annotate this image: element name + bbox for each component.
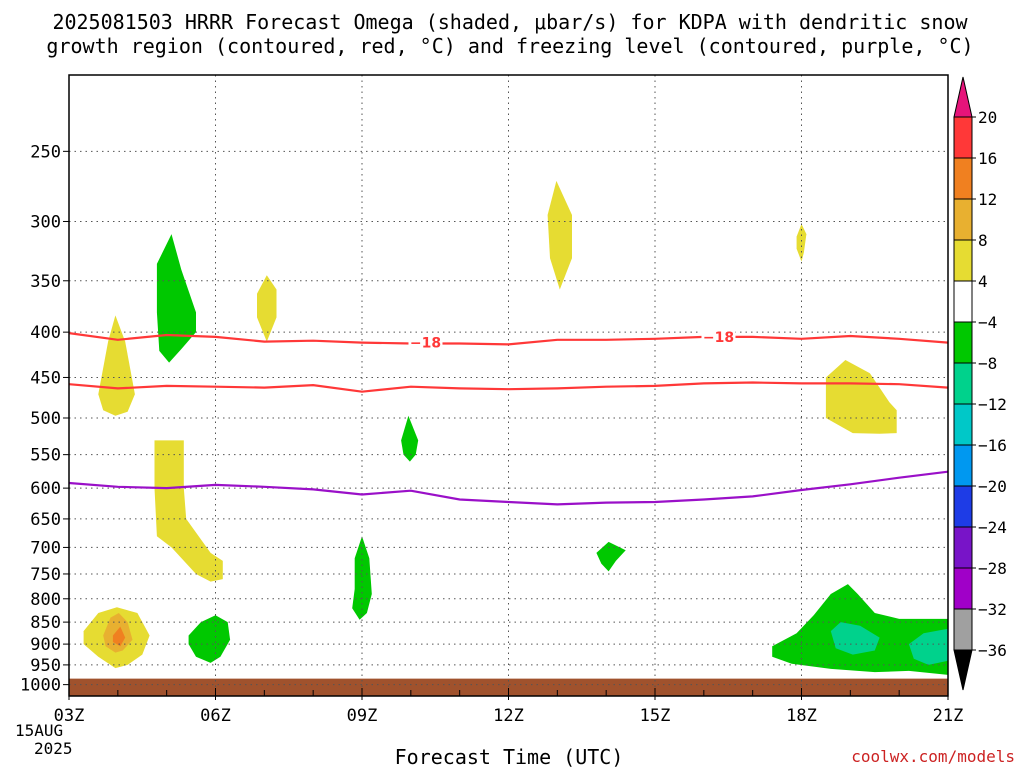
watermark: coolwx.com/models [851,747,1015,766]
x-tick-label-15Z: 15Z [640,706,671,726]
contour-freezing_level [69,470,948,506]
x-tick-label-18Z: 18Z [786,706,817,726]
y-tick-label-400: 400 [30,323,61,343]
y-axis: 2503003504004505005506006507007508008509… [20,142,69,696]
y-tick-label-950: 950 [30,656,61,676]
colorbar-label-6: −8 [978,354,997,373]
contour-label-bg-dgz_upper-1 [701,327,736,344]
y-tick-label-350: 350 [30,272,61,292]
x-tick-label-09Z: 09Z [347,706,378,726]
omega-region-13 [188,615,231,663]
colorbar-label-1: 16 [978,149,997,168]
x-tick-label-21Z: 21Z [933,706,964,726]
colorbar-label-12: −32 [978,600,1007,619]
colorbar-bin-12 [953,608,973,651]
colorbar-label-10: −24 [978,518,1007,537]
colorbar-bin-3 [953,239,973,282]
title-line-1: 2025081503 HRRR Forecast Omega (shaded, … [52,10,968,34]
contour-label-dgz_upper-1: −18 [703,330,734,346]
colorbar-bin-6 [953,362,973,405]
colorbar-label-9: −20 [978,477,1007,496]
y-tick-label-1000: 1000 [20,676,61,696]
y-tick-label-650: 650 [30,510,61,530]
contour-lines: −18 −18 [69,327,948,506]
colorbar-bin-0 [953,116,973,159]
colorbar-bin-4 [953,280,973,323]
y-tick-label-450: 450 [30,368,61,388]
title-line-2: growth region (contoured, red, °C) and f… [46,34,973,58]
omega-region-7 [154,440,223,582]
colorbar-label-8: −16 [978,436,1007,455]
y-tick-label-300: 300 [30,212,61,232]
omega-shaded-regions [83,180,948,675]
plot-area: −18 −18 [69,75,948,696]
colorbar-bin-7 [953,403,973,446]
colorbar-label-11: −28 [978,559,1007,578]
x-tick-label-12Z: 12Z [493,706,524,726]
colorbar-label-7: −12 [978,395,1007,414]
colorbar-label-0: 20 [978,108,997,127]
contour-label-dgz_upper-0: −18 [410,336,441,352]
colorbar-bin-10 [953,526,973,569]
colorbar-label-5: −4 [978,313,997,332]
date-label-day: 15AUG [15,721,63,740]
contour-dgz_lower [69,381,948,393]
y-tick-label-550: 550 [30,446,61,466]
omega-region-4 [796,224,807,262]
colorbar-label-3: 8 [978,231,988,250]
colorbar-bin-11 [953,567,973,610]
y-tick-label-750: 750 [30,565,61,585]
colorbar-bin-1 [953,157,973,200]
colorbar-bin-8 [953,444,973,487]
omega-region-0 [98,315,135,416]
omega-region-9 [596,541,626,572]
ground-fill [69,678,948,696]
ground-layer [69,678,948,696]
omega-region-5 [825,360,897,434]
grid-lines [69,75,948,696]
y-tick-label-850: 850 [30,613,61,633]
colorbar-label-13: −36 [978,641,1007,660]
y-tick-label-900: 900 [30,635,61,655]
colorbar-label-4: 4 [978,272,988,291]
omega-region-15 [830,622,880,655]
y-tick-label-600: 600 [30,479,61,499]
x-tick-label-06Z: 06Z [200,706,231,726]
y-tick-label-250: 250 [30,142,61,162]
omega-region-3 [547,180,572,290]
y-tick-label-700: 700 [30,538,61,558]
colorbar: 20 16 12 8 4 −4 −8 −12 −16 −20 −24 −28 −32 −36 [953,76,1007,691]
omega-region-16 [908,628,948,665]
x-tick-label-03Z: 03Z [54,706,85,726]
omega-region-6 [401,415,419,462]
omega-region-1 [156,234,196,363]
x-axis-title: Forecast Time (UTC) [395,745,624,768]
colorbar-bottom-arrow [953,649,973,691]
colorbar-bin-9 [953,485,973,528]
contour-label-bg-dgz_upper-0 [408,333,443,350]
colorbar-bin-5 [953,321,973,364]
omega-region-12 [112,626,126,647]
omega-region-2 [257,275,277,342]
y-tick-label-800: 800 [30,590,61,610]
contour-dgz_upper [69,332,948,346]
y-tick-label-500: 500 [30,409,61,429]
x-axis: 03Z 06Z 09Z 12Z 15Z 18Z 21Z [54,688,964,726]
colorbar-label-2: 12 [978,190,997,209]
date-label-year: 2025 [34,739,73,758]
colorbar-bin-2 [953,198,973,241]
